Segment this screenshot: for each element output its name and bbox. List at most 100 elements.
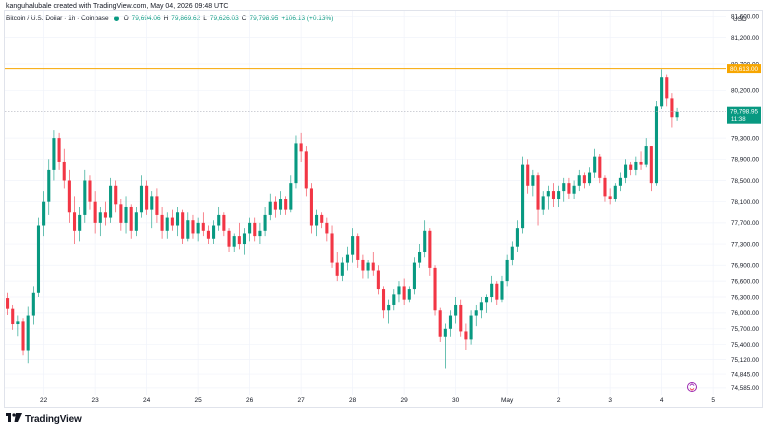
candle-body <box>62 161 66 181</box>
last-price-tag <box>727 106 761 124</box>
candle-body <box>536 175 540 210</box>
candle-body <box>654 106 659 184</box>
y-tick-label: 78,500.00 <box>731 178 760 185</box>
candle-body <box>253 222 257 237</box>
candle-body <box>541 196 545 210</box>
candle-body <box>304 151 308 189</box>
candle-body <box>510 246 514 260</box>
candle-body <box>644 146 648 165</box>
candle-body <box>109 185 113 218</box>
candle-body <box>438 310 442 337</box>
candle-body <box>196 222 200 234</box>
x-tick-label: 30 <box>452 397 460 404</box>
candle-body <box>31 292 35 316</box>
candle-body <box>546 191 550 197</box>
candle-body <box>397 286 401 295</box>
candle-body <box>36 225 41 293</box>
candle-body <box>526 164 530 186</box>
candle-body <box>263 214 267 231</box>
market-status-dot-icon <box>113 16 119 21</box>
candle-body <box>500 281 504 300</box>
candle-body <box>562 183 566 192</box>
candle-body <box>150 196 154 210</box>
price-axis[interactable]: 81,600.0081,200.0080,700.0080,200.0079,3… <box>731 14 760 393</box>
y-tick-label: 79,300.00 <box>731 135 760 142</box>
candle-body <box>175 212 180 226</box>
y-tick-label: 76,300.00 <box>731 294 760 301</box>
x-tick-label: 4 <box>660 397 664 404</box>
candle-body <box>603 177 607 197</box>
x-tick-label: 3 <box>608 397 612 404</box>
candle-body <box>212 225 216 239</box>
candle-body <box>505 259 509 282</box>
candle-body <box>47 169 51 202</box>
candle-body <box>572 185 576 194</box>
y-tick-label: 74,845.00 <box>731 371 760 378</box>
x-tick-label: May <box>501 397 514 404</box>
candle-body <box>26 315 30 351</box>
x-tick-label: 22 <box>40 397 48 404</box>
candle-body <box>67 180 71 213</box>
candle-body <box>340 262 344 276</box>
candle-body <box>258 230 262 237</box>
candle-body <box>660 77 664 107</box>
y-tick-label: 78,900.00 <box>731 157 760 164</box>
candle-body <box>88 180 92 202</box>
candle-body <box>582 175 586 184</box>
candle-body <box>93 201 97 223</box>
candle-body <box>407 289 411 300</box>
candle-body <box>469 315 473 340</box>
timezone-sync-icon[interactable] <box>687 382 697 392</box>
candle-body <box>237 236 241 245</box>
candle-body <box>593 156 597 173</box>
candle-body <box>608 196 612 200</box>
candle-body <box>376 270 380 290</box>
symbol-name[interactable]: Bitcoin / U.S. Dollar · 1h · Coinbase <box>6 15 109 22</box>
candle-body <box>201 222 205 231</box>
time-axis[interactable]: 22 23 24 25 26 27 28 29 30 May 2 3 4 5 <box>40 397 715 404</box>
candles-layer <box>6 69 679 369</box>
candle-body <box>351 236 355 255</box>
currency-label[interactable]: USD <box>733 16 747 23</box>
candle-body <box>6 298 10 309</box>
candle-body <box>479 302 483 311</box>
candle-body <box>495 283 499 300</box>
candle-body <box>618 177 622 186</box>
y-tick-label: 80,200.00 <box>731 88 760 95</box>
candle-body <box>114 185 118 205</box>
candle-body <box>639 161 643 165</box>
candle-body <box>278 199 283 210</box>
candle-body <box>217 214 221 226</box>
open-label: O <box>123 15 129 22</box>
open-value: 79,694.06 <box>131 15 161 22</box>
candle-body <box>294 143 298 184</box>
candle-body <box>557 191 561 200</box>
candle-body <box>423 230 427 252</box>
close-label: C <box>241 15 247 22</box>
y-tick-label: 75,120.00 <box>731 357 760 364</box>
y-tick-label: 77,700.00 <box>731 220 760 227</box>
x-tick-label: 5 <box>711 397 715 404</box>
candle-body <box>16 321 20 325</box>
horizontal-level-value: 80,613.00 <box>730 66 759 73</box>
brand-footer[interactable]: TradingView <box>6 413 82 425</box>
candle-body <box>484 297 489 303</box>
candle-body <box>232 236 236 247</box>
candle-body <box>670 98 674 118</box>
candle-body <box>521 164 525 229</box>
change-value: +106.13 (+0.13%) <box>281 15 334 22</box>
candle-body <box>634 161 638 170</box>
low-label: L <box>203 15 207 22</box>
x-tick-label: 28 <box>349 397 357 404</box>
candle-body <box>72 212 77 231</box>
candle-body <box>11 308 15 325</box>
candle-body <box>78 214 82 231</box>
y-tick-label: 74,585.00 <box>731 385 760 392</box>
y-tick-label: 76,900.00 <box>731 263 760 270</box>
y-tick-label: 77,300.00 <box>731 241 760 248</box>
candle-body <box>160 214 164 231</box>
candle-body <box>57 138 61 162</box>
candle-body <box>371 262 375 271</box>
